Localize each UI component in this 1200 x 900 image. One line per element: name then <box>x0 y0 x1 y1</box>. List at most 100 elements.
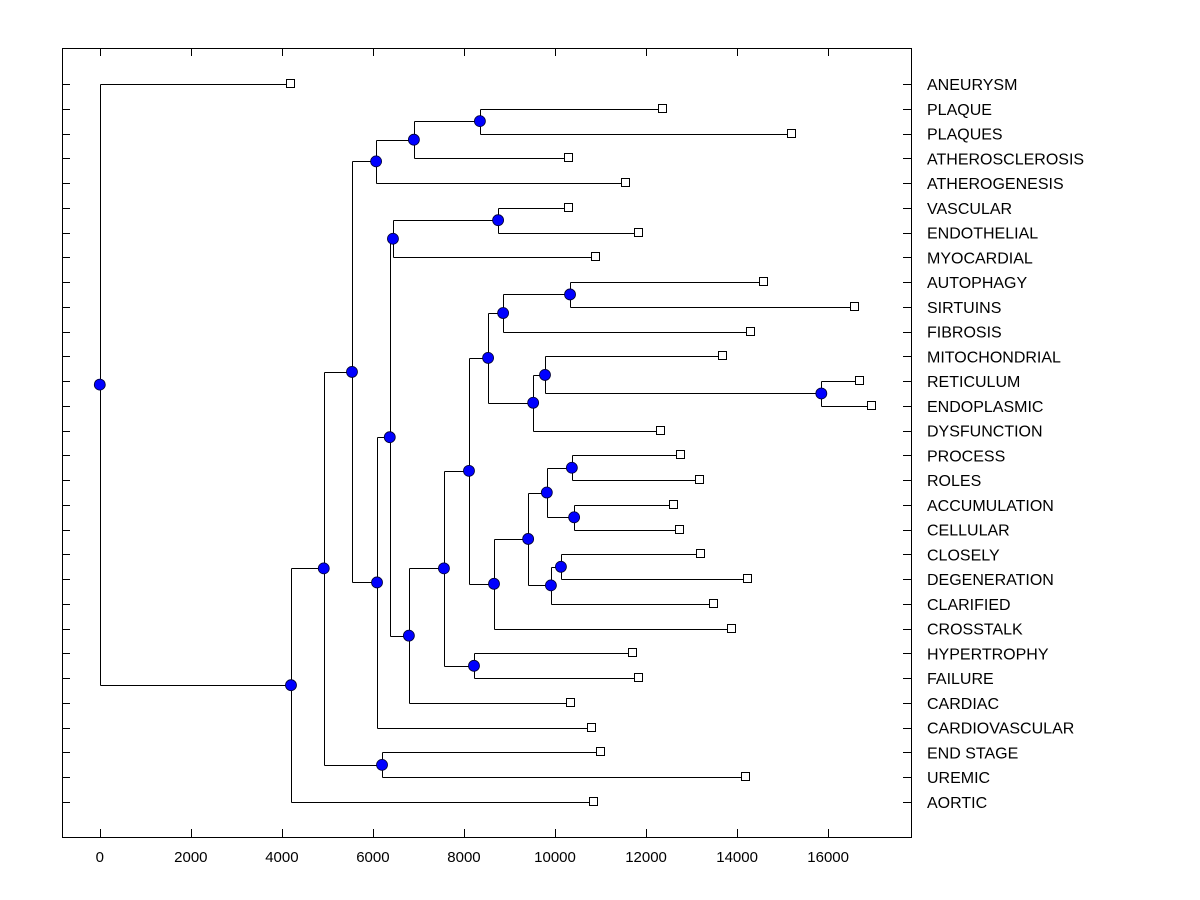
leaf-label: ATHEROGENESIS <box>927 176 1064 193</box>
leaf-label: PROCESS <box>927 448 1005 465</box>
cluster-node <box>346 366 358 378</box>
leaf-label: PLAQUES <box>927 127 1003 144</box>
x-tick-label: 6000 <box>356 849 389 866</box>
leaf-label: MITOCHONDRIAL <box>927 349 1061 366</box>
x-tick-label: 12000 <box>625 849 667 866</box>
leaf-label: UREMIC <box>927 770 990 787</box>
leaf-label: DEGENERATION <box>927 572 1054 589</box>
cluster-node <box>370 155 383 168</box>
leaf-label: CLOSELY <box>927 547 1000 564</box>
leaf-marker <box>566 698 575 707</box>
cluster-node <box>463 464 475 477</box>
leaf-marker <box>621 178 630 187</box>
cluster-node <box>402 629 415 642</box>
leaf-marker <box>634 228 643 237</box>
node-markers <box>93 115 828 771</box>
leaf-label: ENDOTHELIAL <box>927 226 1038 243</box>
leaf-label: ANEURYSM <box>927 77 1017 94</box>
leaf-marker <box>746 327 755 336</box>
cluster-node <box>488 577 500 590</box>
cluster-node <box>545 579 557 592</box>
leaf-label: FIBROSIS <box>927 325 1002 342</box>
leaf-label: ACCUMULATION <box>927 498 1054 515</box>
cluster-node <box>522 533 535 545</box>
leaf-marker <box>669 500 678 509</box>
leaf-marker <box>591 252 600 261</box>
leaf-label: HYPERTROPHY <box>927 646 1049 663</box>
cluster-node <box>492 214 505 227</box>
cluster-node <box>93 378 106 391</box>
cluster-node <box>285 679 297 692</box>
leaf-label: ENDOPLASMIC <box>927 399 1043 416</box>
x-tick-label: 14000 <box>716 849 758 866</box>
leaf-marker <box>743 574 752 583</box>
leaf-label: SIRTUINS <box>927 300 1001 317</box>
leaf-marker <box>658 104 667 113</box>
x-tick-label: 16000 <box>807 849 849 866</box>
leaf-label: RETICULUM <box>927 374 1020 391</box>
leaf-label: CROSSTALK <box>927 622 1023 639</box>
leaf-marker <box>676 450 685 459</box>
leaf-marker <box>696 549 705 558</box>
leaf-marker <box>634 673 643 682</box>
x-tick-label: 8000 <box>447 849 480 866</box>
cluster-node <box>473 115 486 128</box>
leaf-label: AORTIC <box>927 795 987 812</box>
leaf-label: ROLES <box>927 473 981 490</box>
leaf-label: MYOCARDIAL <box>927 250 1033 267</box>
leaf-label: CARDIOVASCULAR <box>927 721 1074 738</box>
cluster-node <box>482 351 494 364</box>
cluster-node <box>555 560 567 573</box>
leaf-marker <box>596 747 605 756</box>
x-tick-label: 2000 <box>174 849 207 866</box>
leaf-marker <box>587 723 596 732</box>
cluster-node <box>387 232 399 245</box>
cluster-node <box>371 576 383 589</box>
leaf-label: ATHEROSCLEROSIS <box>927 151 1084 168</box>
leaf-marker <box>564 153 573 162</box>
leaf-marker <box>867 401 876 410</box>
leaf-label: CELLULAR <box>927 523 1010 540</box>
y-axis-ticks <box>62 84 911 803</box>
leaf-label: VASCULAR <box>927 201 1012 218</box>
leaf-marker <box>741 772 750 781</box>
leaf-marker <box>675 525 684 534</box>
cluster-node <box>815 387 828 400</box>
leaf-label: CARDIAC <box>927 696 999 713</box>
cluster-node <box>568 511 581 524</box>
x-tick-label: 0 <box>96 849 104 866</box>
leaf-marker <box>855 376 864 385</box>
leaf-label: DYSFUNCTION <box>927 424 1043 441</box>
leaf-marker <box>286 79 295 88</box>
leaf-marker <box>564 203 573 212</box>
leaf-markers <box>286 79 876 806</box>
cluster-node <box>527 396 540 409</box>
cluster-node <box>565 461 578 474</box>
cluster-node <box>438 562 450 575</box>
cluster-node <box>376 758 388 771</box>
branches <box>100 84 872 803</box>
cluster-node <box>407 133 420 146</box>
leaf-marker <box>628 648 637 657</box>
cluster-node <box>383 431 396 444</box>
leaf-marker <box>850 302 859 311</box>
leaf-label: END STAGE <box>927 745 1018 762</box>
leaf-label: FAILURE <box>927 671 994 688</box>
cluster-node <box>497 307 510 319</box>
cluster-node <box>564 288 576 301</box>
leaf-marker <box>709 599 718 608</box>
leaf-marker <box>759 277 768 286</box>
cluster-node <box>468 659 480 672</box>
leaf-label: AUTOPHAGY <box>927 275 1028 292</box>
leaf-label: CLARIFIED <box>927 597 1011 614</box>
cluster-node <box>317 562 330 575</box>
leaf-labels: ANEURYSM PLAQUE PLAQUES ATHEROSCLEROSIS ATHE… <box>927 77 1084 812</box>
leaf-marker <box>727 624 736 633</box>
leaf-marker <box>787 129 796 138</box>
x-tick-label: 4000 <box>265 849 298 866</box>
cluster-node <box>540 486 553 499</box>
leaf-marker <box>718 351 727 360</box>
cluster-node <box>539 369 551 381</box>
leaf-marker <box>589 797 598 806</box>
